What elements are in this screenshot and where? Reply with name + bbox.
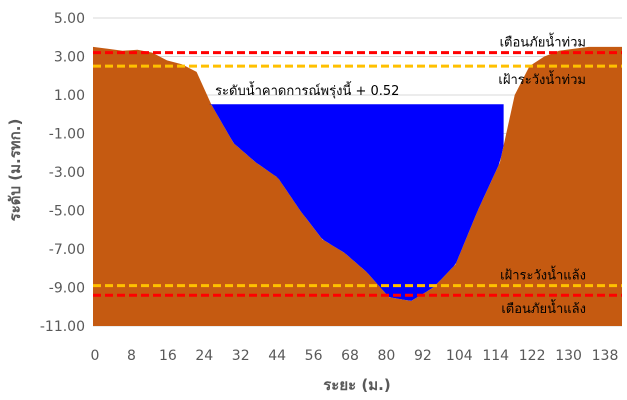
y-tick-label: -11.00 — [40, 319, 85, 335]
x-tick-label: 44 — [268, 348, 286, 364]
reference-line-label: เฝ้าระวังน้ำท่วม — [498, 70, 586, 88]
x-tick-labels: 0 8 16 24 32 44 56 68 80 92 104 114 122 130 138 — [91, 348, 619, 364]
ground-profile-area — [93, 46, 622, 326]
reference-line-label: เฝ้าระวังน้ำแล้ง — [500, 266, 586, 284]
annotations: เตือนภัยน้ำท่วมเฝ้าระวังน้ำท่วมเฝ้าระวัง… — [215, 33, 586, 318]
x-tick-label: 138 — [592, 348, 619, 364]
y-tick-label: 5.00 — [54, 11, 85, 27]
x-tick-label: 104 — [446, 348, 473, 364]
forecast-level-label: ระดับน้ำคาดการณ์พรุ่งนี้ + 0.52 — [215, 81, 399, 99]
x-tick-label: 130 — [555, 348, 582, 364]
reference-lines — [93, 51, 622, 297]
x-tick-label: 92 — [414, 348, 432, 364]
y-tick-label: -3.00 — [49, 165, 85, 181]
y-tick-label: -9.00 — [49, 281, 85, 297]
y-tick-label: -5.00 — [49, 204, 85, 220]
x-tick-label: 122 — [519, 348, 546, 364]
x-tick-label: 32 — [232, 348, 250, 364]
x-axis-title: ระยะ (ม.) — [323, 376, 390, 394]
x-tick-label: 56 — [305, 348, 323, 364]
x-tick-label: 16 — [159, 348, 177, 364]
y-tick-label: -1.00 — [49, 127, 85, 143]
reference-line-label: เตือนภัยน้ำท่วม — [500, 33, 586, 51]
x-tick-label: 24 — [195, 348, 213, 364]
y-tick-labels: 5.00 3.00 1.00 -1.00 -3.00 -5.00 -7.00 -9.00 -11… — [40, 11, 85, 335]
x-tick-label: 80 — [378, 348, 396, 364]
y-tick-label: 1.00 — [54, 88, 85, 104]
x-tick-label: 114 — [482, 348, 509, 364]
x-tick-label: 0 — [91, 348, 100, 364]
x-tick-label: 8 — [127, 348, 136, 364]
y-axis-title: ระดับ (ม.รทก.) — [6, 119, 24, 222]
x-tick-label: 68 — [341, 348, 359, 364]
reference-line-label: เตือนภัยน้ำแล้ง — [501, 299, 586, 317]
y-tick-label: 3.00 — [54, 50, 85, 66]
y-tick-label: -7.00 — [49, 242, 85, 258]
forecast-water-area — [203, 104, 504, 301]
